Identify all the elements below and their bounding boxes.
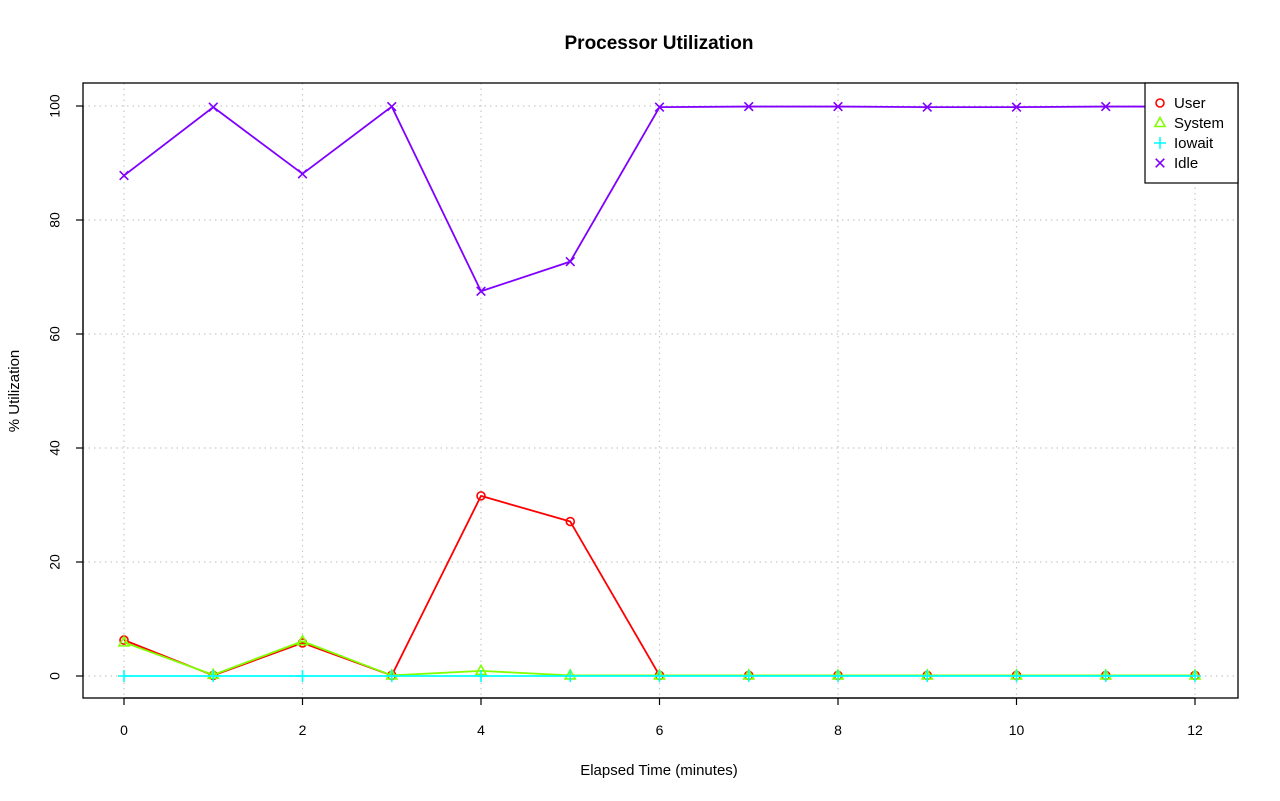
x-tick-label: 8	[834, 722, 842, 738]
x-tick-label: 6	[656, 722, 664, 738]
x-axis: 0 2 4 6 8 10 12	[120, 697, 1203, 738]
y-axis: 0 20 40 60 80 100	[47, 94, 84, 680]
grid	[83, 83, 1238, 698]
x-tick-label: 12	[1187, 722, 1203, 738]
data-point-iowait	[385, 670, 398, 682]
data-point-idle	[1011, 102, 1022, 113]
series-layer	[117, 101, 1202, 682]
data-point-idle	[743, 101, 754, 112]
data-point-iowait	[296, 670, 309, 682]
data-point-iowait	[118, 670, 130, 682]
data-point-idle	[208, 102, 219, 113]
data-point-iowait	[742, 670, 755, 682]
data-point-system	[296, 634, 309, 646]
y-tick-label: 60	[47, 326, 63, 342]
series-iowait	[118, 670, 1201, 682]
data-point-user	[565, 516, 576, 527]
legend-marker-iowait	[1154, 137, 1166, 149]
data-point-idle	[833, 101, 843, 112]
data-point-iowait	[564, 670, 577, 682]
data-point-idle	[297, 168, 308, 179]
data-point-idle	[565, 256, 576, 267]
series-user	[119, 491, 1200, 681]
data-point-system	[117, 635, 131, 647]
legend: User System Iowait Idle	[1144, 82, 1239, 184]
y-tick-label: 100	[47, 94, 63, 118]
data-point-user	[476, 491, 486, 501]
plot-frame	[82, 82, 1239, 699]
data-point-iowait	[1099, 670, 1112, 682]
data-point-iowait	[921, 670, 934, 682]
legend-label-system: System	[1174, 115, 1224, 132]
legend-label-user: User	[1174, 95, 1206, 112]
data-point-iowait	[207, 670, 220, 682]
data-point-idle	[386, 101, 397, 112]
data-point-idle	[119, 170, 129, 181]
y-tick-label: 0	[47, 672, 63, 680]
y-tick-label: 80	[47, 212, 63, 228]
y-axis-label: % Utilization	[6, 350, 23, 433]
legend-label-iowait: Iowait	[1174, 135, 1214, 152]
legend-marker-idle	[1155, 158, 1165, 168]
data-point-idle	[922, 102, 933, 113]
y-tick-label: 40	[47, 440, 63, 456]
y-tick-label: 20	[47, 554, 63, 570]
chart-title: Processor Utilization	[565, 33, 754, 54]
legend-marker-user	[1155, 98, 1165, 108]
legend-marker-system	[1153, 115, 1167, 128]
x-tick-label: 2	[299, 722, 307, 738]
legend-label-idle: Idle	[1174, 155, 1198, 172]
x-tick-label: 4	[477, 722, 485, 738]
data-point-idle	[1100, 101, 1111, 112]
data-point-idle	[476, 286, 486, 297]
data-point-iowait	[832, 670, 844, 682]
x-tick-label: 0	[120, 722, 128, 738]
x-tick-label: 10	[1009, 722, 1025, 738]
data-point-iowait	[1189, 670, 1201, 682]
data-point-iowait	[1010, 670, 1023, 682]
data-point-iowait	[653, 670, 666, 682]
data-point-iowait	[475, 670, 487, 682]
data-point-idle	[654, 102, 665, 113]
x-axis-label: Elapsed Time (minutes)	[580, 762, 738, 779]
